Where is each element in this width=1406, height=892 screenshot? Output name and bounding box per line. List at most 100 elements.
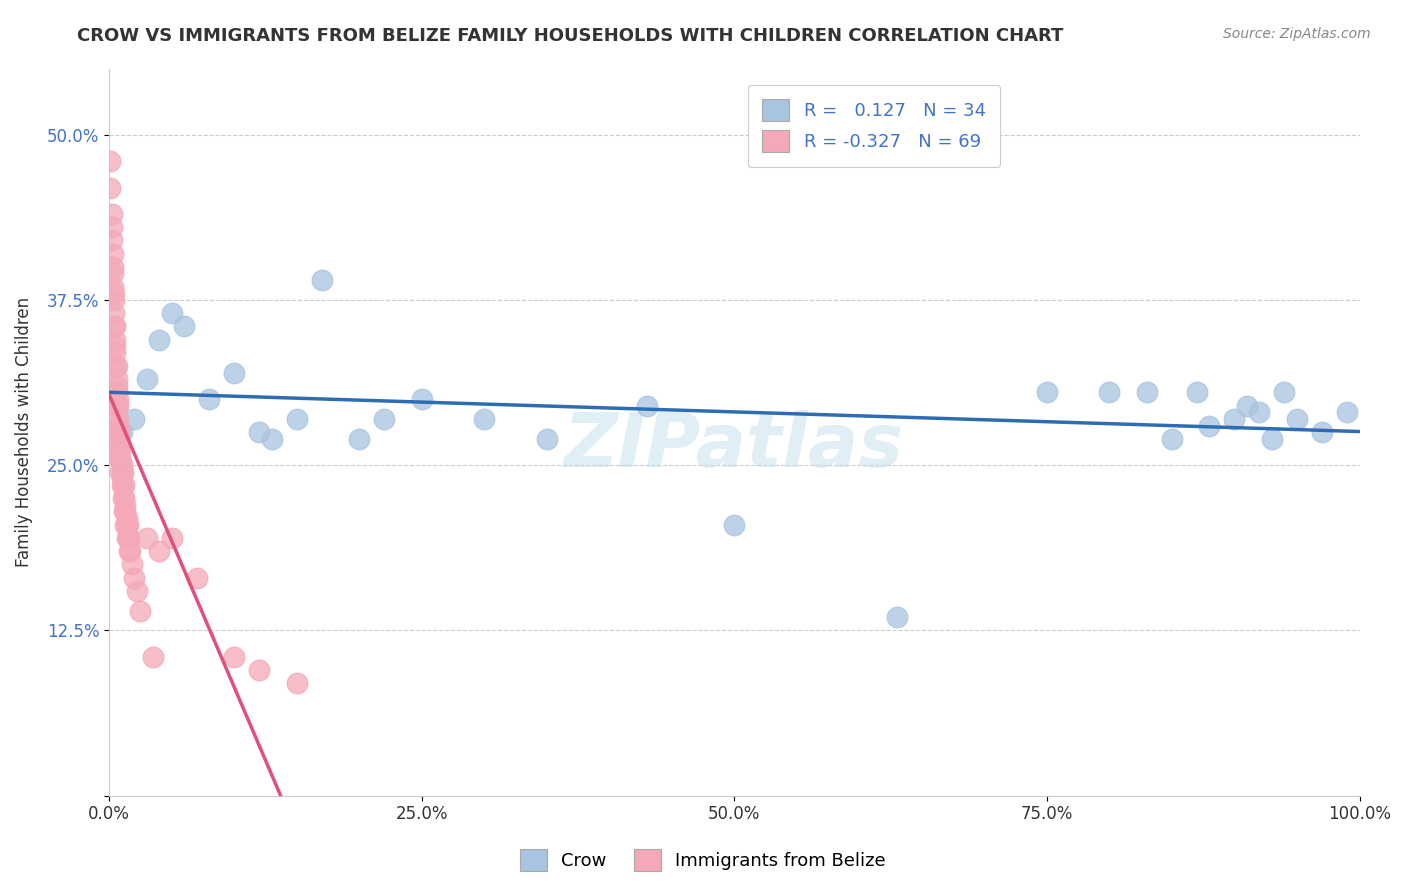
Point bbox=[107, 392, 129, 406]
Point bbox=[104, 333, 127, 347]
Point bbox=[122, 571, 145, 585]
Point bbox=[101, 246, 124, 260]
Point bbox=[536, 432, 558, 446]
Legend: R =   0.127   N = 34, R = -0.327   N = 69: R = 0.127 N = 34, R = -0.327 N = 69 bbox=[748, 85, 1001, 167]
Point bbox=[260, 432, 283, 446]
Point bbox=[636, 399, 658, 413]
Point bbox=[101, 279, 124, 293]
Point bbox=[1336, 405, 1358, 419]
Point bbox=[101, 267, 124, 281]
Point bbox=[100, 180, 122, 194]
Point bbox=[1274, 385, 1296, 400]
Point bbox=[125, 583, 148, 598]
Point bbox=[411, 392, 433, 406]
Point bbox=[105, 399, 128, 413]
Point bbox=[104, 319, 127, 334]
Point bbox=[111, 491, 134, 506]
Point bbox=[1249, 405, 1271, 419]
Point bbox=[723, 517, 745, 532]
Point bbox=[111, 458, 134, 473]
Point bbox=[110, 445, 132, 459]
Point bbox=[1236, 399, 1258, 413]
Point bbox=[120, 544, 142, 558]
Point bbox=[285, 412, 308, 426]
Point bbox=[186, 571, 208, 585]
Point bbox=[129, 604, 152, 618]
Point bbox=[198, 392, 221, 406]
Point bbox=[247, 425, 270, 439]
Point bbox=[103, 319, 125, 334]
Point bbox=[105, 372, 128, 386]
Text: ZIPatlas: ZIPatlas bbox=[564, 410, 904, 483]
Point bbox=[103, 293, 125, 307]
Point bbox=[1036, 385, 1059, 400]
Point bbox=[104, 339, 127, 353]
Point bbox=[118, 544, 141, 558]
Point bbox=[110, 451, 132, 466]
Point bbox=[160, 531, 183, 545]
Point bbox=[105, 359, 128, 373]
Point bbox=[114, 504, 136, 518]
Point bbox=[115, 531, 138, 545]
Point bbox=[105, 379, 128, 393]
Point bbox=[285, 676, 308, 690]
Point bbox=[472, 412, 495, 426]
Point bbox=[247, 663, 270, 677]
Point bbox=[373, 412, 395, 426]
Point bbox=[108, 451, 131, 466]
Point bbox=[110, 465, 132, 479]
Point bbox=[886, 610, 908, 624]
Point bbox=[121, 558, 143, 572]
Point bbox=[111, 478, 134, 492]
Point bbox=[104, 359, 127, 373]
Point bbox=[1136, 385, 1159, 400]
Point bbox=[115, 511, 138, 525]
Point bbox=[111, 478, 134, 492]
Point bbox=[107, 425, 129, 439]
Point bbox=[311, 273, 333, 287]
Point bbox=[1198, 418, 1220, 433]
Point bbox=[117, 531, 139, 545]
Point bbox=[1285, 412, 1308, 426]
Point bbox=[135, 372, 157, 386]
Point bbox=[111, 471, 134, 485]
Point bbox=[114, 498, 136, 512]
Point bbox=[103, 286, 125, 301]
Point bbox=[1310, 425, 1333, 439]
Point bbox=[1185, 385, 1208, 400]
Point bbox=[135, 531, 157, 545]
Point bbox=[224, 649, 246, 664]
Point bbox=[224, 366, 246, 380]
Point bbox=[107, 399, 129, 413]
Point bbox=[100, 207, 122, 221]
Point bbox=[107, 418, 129, 433]
Point bbox=[111, 425, 134, 439]
Point bbox=[100, 234, 122, 248]
Point bbox=[112, 504, 135, 518]
Point bbox=[1098, 385, 1121, 400]
Point bbox=[349, 432, 371, 446]
Point bbox=[108, 445, 131, 459]
Point bbox=[103, 306, 125, 320]
Point bbox=[1261, 432, 1284, 446]
Point bbox=[148, 544, 170, 558]
Point bbox=[142, 649, 165, 664]
Point bbox=[100, 154, 122, 169]
Point bbox=[108, 432, 131, 446]
Point bbox=[115, 517, 138, 532]
Point bbox=[114, 517, 136, 532]
Point bbox=[112, 491, 135, 506]
Point bbox=[148, 333, 170, 347]
Point bbox=[173, 319, 195, 334]
Point bbox=[108, 425, 131, 439]
Text: Source: ZipAtlas.com: Source: ZipAtlas.com bbox=[1223, 27, 1371, 41]
Point bbox=[1161, 432, 1184, 446]
Text: CROW VS IMMIGRANTS FROM BELIZE FAMILY HOUSEHOLDS WITH CHILDREN CORRELATION CHART: CROW VS IMMIGRANTS FROM BELIZE FAMILY HO… bbox=[77, 27, 1064, 45]
Point bbox=[111, 465, 134, 479]
Point bbox=[118, 531, 141, 545]
Point bbox=[107, 412, 129, 426]
Point bbox=[160, 306, 183, 320]
Point bbox=[108, 438, 131, 452]
Point bbox=[111, 465, 134, 479]
Point bbox=[117, 517, 139, 532]
